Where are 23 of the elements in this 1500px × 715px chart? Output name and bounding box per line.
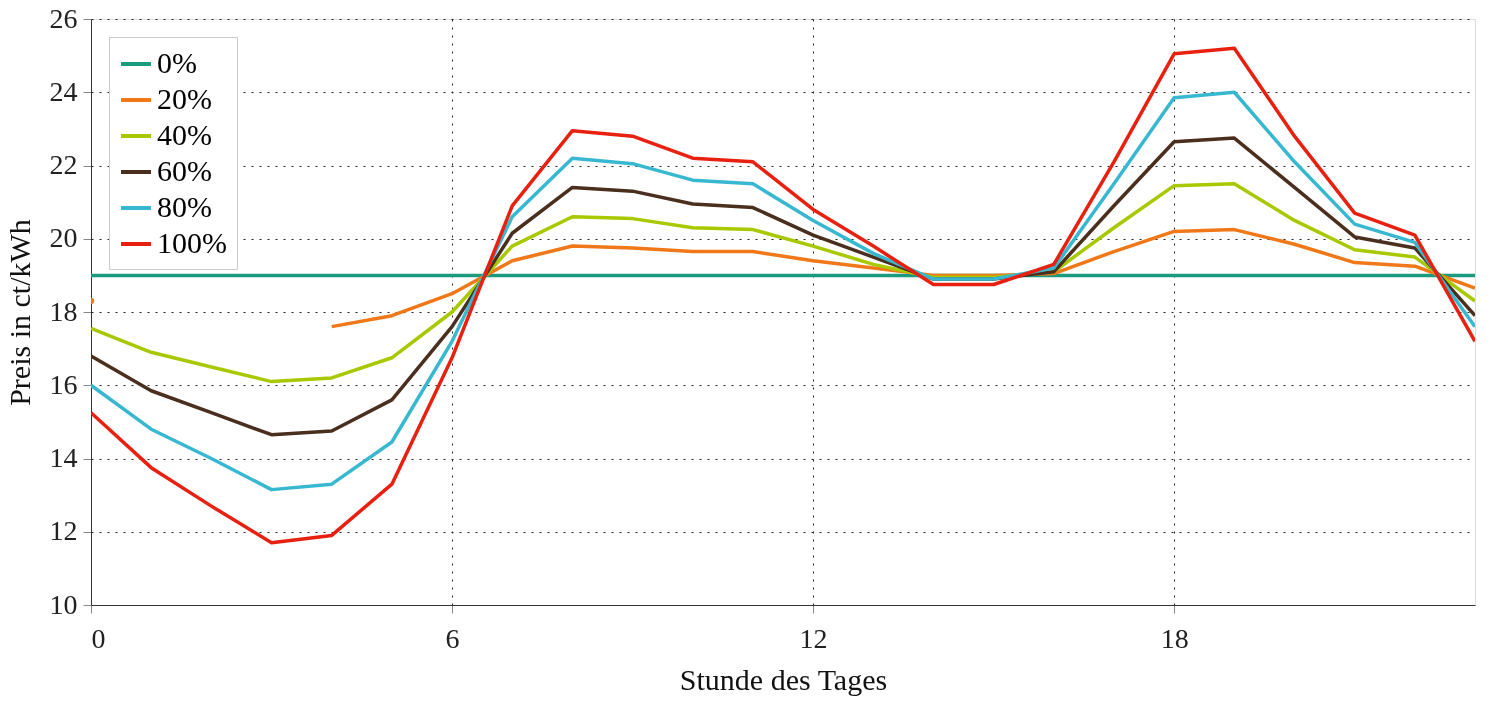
legend-label: 80% [157, 190, 212, 223]
line-series [91, 90, 1475, 492]
x-tick-label: 6 [445, 622, 460, 654]
x-axis-title: Stunde des Tages [679, 662, 888, 696]
legend-label: 0% [157, 46, 197, 79]
x-tick-label: 12 [799, 622, 828, 654]
y-tick-label: 20 [49, 222, 78, 254]
y-tick-label: 18 [49, 295, 78, 327]
x-tick-label: 0 [91, 622, 106, 654]
y-tick-label: 22 [49, 149, 78, 180]
legend-label: 20% [157, 82, 212, 115]
y-tick-label: 14 [49, 442, 78, 473]
legend-label: 60% [157, 154, 212, 187]
y-tick-label: 12 [49, 515, 78, 547]
y-tick-label: 10 [49, 588, 78, 620]
x-tick-label: 18 [1160, 622, 1189, 654]
line-series [91, 46, 1475, 545]
legend-label: 100% [157, 226, 227, 259]
y-tick-label: 26 [49, 2, 78, 34]
y-tick-label: 24 [49, 75, 78, 107]
y-tick-label: 16 [49, 368, 78, 400]
y-axis-title: Preis in ct/kWh [2, 219, 36, 406]
legend-label: 40% [157, 118, 212, 151]
